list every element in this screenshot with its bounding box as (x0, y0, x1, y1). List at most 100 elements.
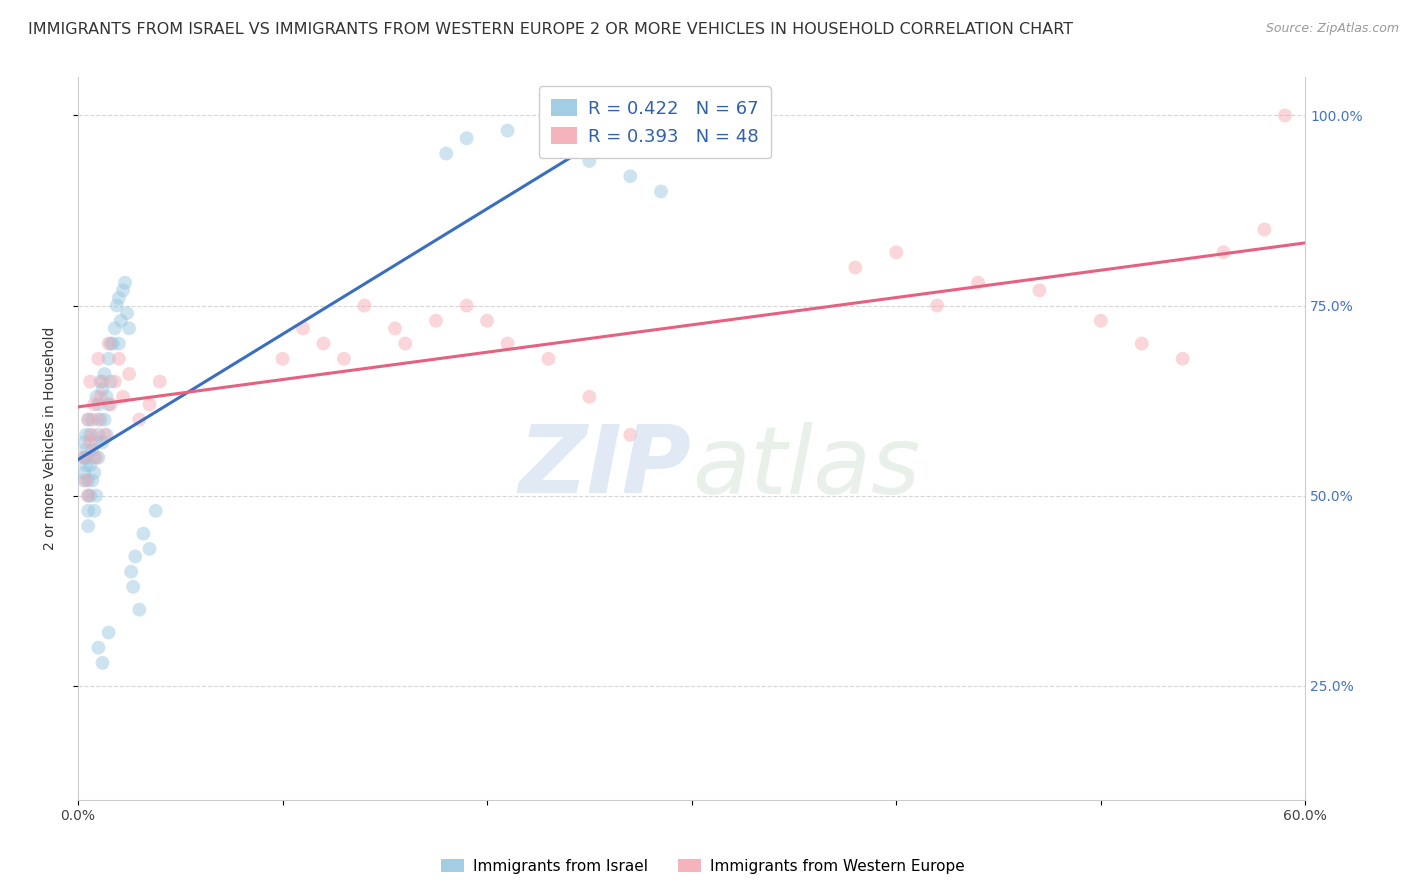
Point (128, 602, 150, 616)
Point (578, 390, 600, 404)
Text: ZIP: ZIP (519, 422, 692, 514)
Point (79, 435, 101, 450)
Point (87, 450, 110, 465)
Point (884, 245, 907, 260)
Point (149, 375, 172, 389)
Point (1130, 336, 1153, 351)
Point (456, 299, 478, 313)
Point (77, 489, 100, 503)
Point (138, 397, 160, 411)
Point (145, 504, 167, 518)
Point (650, 185, 672, 199)
Point (97, 625, 120, 640)
Point (82, 474, 104, 488)
Point (111, 390, 134, 404)
Point (83, 450, 105, 465)
Point (456, 131, 478, 145)
Point (353, 299, 375, 313)
Text: Source: ZipAtlas.com: Source: ZipAtlas.com (1265, 22, 1399, 36)
Point (578, 154, 600, 169)
Point (82, 427, 104, 442)
Point (86, 450, 108, 465)
Point (87, 640, 110, 655)
Point (120, 565, 142, 579)
Point (138, 541, 160, 556)
Legend: R = 0.422   N = 67, R = 0.393   N = 48: R = 0.422 N = 67, R = 0.393 N = 48 (538, 87, 770, 159)
Point (100, 397, 122, 411)
Point (96, 390, 118, 404)
Point (91, 382, 114, 396)
Point (77, 474, 100, 488)
Point (89, 390, 111, 404)
Point (537, 351, 560, 366)
Point (87, 427, 110, 442)
Point (83, 466, 105, 480)
Point (312, 336, 335, 351)
Point (967, 276, 990, 290)
Point (97, 397, 120, 411)
Point (75, 427, 97, 442)
Y-axis label: 2 or more Vehicles in Household: 2 or more Vehicles in Household (44, 326, 58, 550)
Point (93, 412, 115, 426)
Point (108, 351, 131, 366)
Legend: Immigrants from Israel, Immigrants from Western Europe: Immigrants from Israel, Immigrants from … (434, 853, 972, 880)
Point (1274, 108, 1296, 122)
Point (1090, 314, 1112, 328)
Point (96, 427, 118, 442)
Point (333, 351, 356, 366)
Point (124, 549, 146, 564)
Point (91, 656, 114, 670)
Point (75, 450, 97, 465)
Point (118, 321, 141, 335)
Point (79, 458, 101, 473)
Text: IMMIGRANTS FROM ISRAEL VS IMMIGRANTS FROM WESTERN EUROPE 2 OR MORE VEHICLES IN H: IMMIGRANTS FROM ISRAEL VS IMMIGRANTS FRO… (28, 22, 1073, 37)
Point (91, 435, 114, 450)
Point (97, 336, 120, 351)
Point (115, 306, 138, 320)
Point (77, 519, 100, 533)
Point (93, 367, 115, 381)
Point (110, 314, 132, 328)
Point (1253, 222, 1275, 236)
Point (86, 390, 108, 404)
Point (104, 375, 127, 389)
Point (537, 139, 560, 153)
Point (108, 336, 131, 351)
Point (91, 375, 114, 389)
Point (118, 367, 141, 381)
Point (73, 474, 96, 488)
Point (434, 146, 457, 161)
Point (77, 412, 100, 426)
Point (79, 375, 101, 389)
Point (93, 427, 115, 442)
Point (77, 504, 100, 518)
Point (75, 442, 97, 457)
Point (82, 442, 104, 457)
Point (97, 351, 120, 366)
Point (394, 336, 416, 351)
Point (87, 397, 110, 411)
Point (844, 260, 866, 275)
Point (73, 450, 96, 465)
Point (927, 299, 949, 313)
Point (86, 489, 108, 503)
Point (87, 351, 110, 366)
Point (104, 321, 127, 335)
Point (73, 435, 96, 450)
Point (132, 526, 155, 541)
Point (75, 458, 97, 473)
Point (1028, 283, 1050, 297)
Point (619, 427, 641, 442)
Point (496, 123, 519, 137)
Point (271, 351, 294, 366)
Point (77, 412, 100, 426)
Point (101, 336, 124, 351)
Point (384, 321, 406, 335)
Point (111, 283, 134, 297)
Point (425, 314, 447, 328)
Point (82, 412, 104, 426)
Point (73, 466, 96, 480)
Point (114, 276, 136, 290)
Point (1212, 245, 1234, 260)
Point (122, 580, 145, 594)
